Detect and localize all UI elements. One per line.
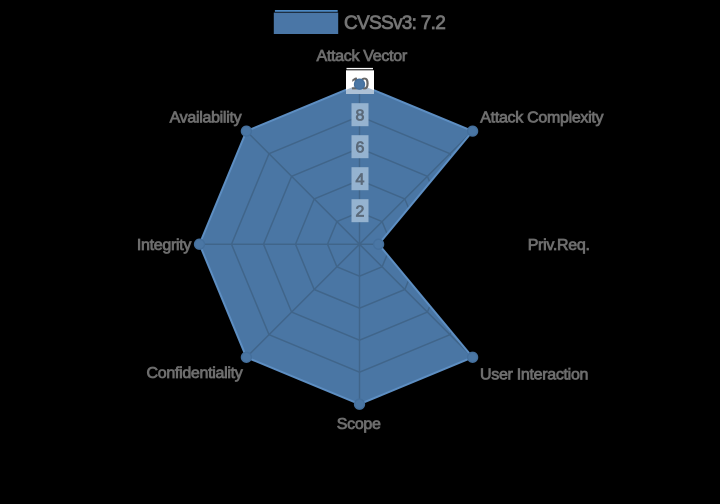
svg-text:8: 8 bbox=[356, 108, 365, 125]
svg-text:Integrity: Integrity bbox=[137, 237, 192, 254]
svg-text:2: 2 bbox=[356, 204, 365, 221]
svg-text:Availability: Availability bbox=[170, 109, 242, 126]
svg-text:Attack Complexity: Attack Complexity bbox=[480, 109, 603, 126]
svg-text:Priv.Req.: Priv.Req. bbox=[528, 237, 590, 254]
svg-text:4: 4 bbox=[356, 172, 365, 189]
svg-text:6: 6 bbox=[356, 140, 365, 157]
svg-text:CVSSv3: 7.2: CVSSv3: 7.2 bbox=[344, 13, 445, 34]
svg-text:Confidentiality: Confidentiality bbox=[146, 365, 242, 382]
svg-text:Scope: Scope bbox=[337, 416, 381, 433]
svg-text:User Interaction: User Interaction bbox=[480, 366, 588, 383]
svg-text:Attack Vector: Attack Vector bbox=[317, 48, 408, 65]
